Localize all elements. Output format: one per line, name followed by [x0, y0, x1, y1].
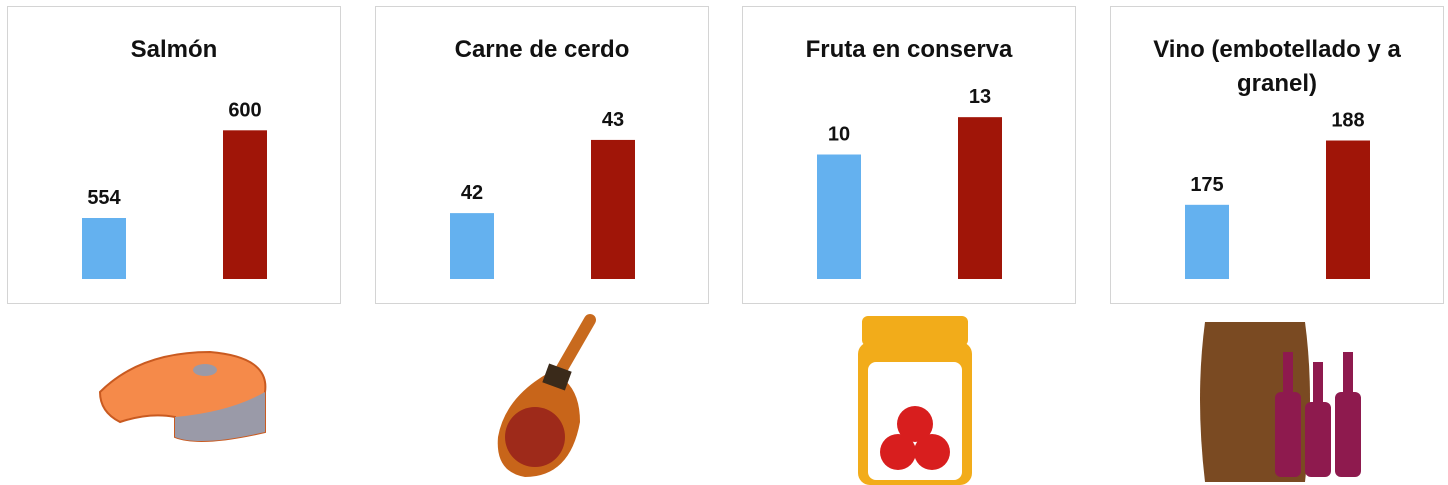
- bar: [1326, 141, 1370, 279]
- bar: [223, 130, 267, 279]
- data-label: 188: [1331, 110, 1364, 132]
- bar: [958, 117, 1002, 279]
- bar: [450, 213, 494, 279]
- jar-icon: [850, 312, 980, 485]
- bar: [817, 155, 861, 279]
- salmon-icon: [80, 312, 280, 482]
- chart: 554 600: [8, 7, 342, 305]
- ham-icon: [490, 312, 610, 482]
- bar: [82, 218, 126, 279]
- data-label: 13: [969, 86, 991, 108]
- page: Salmón554600Carne de cerdo4243Fruta en c…: [0, 0, 1448, 485]
- data-label: 600: [228, 99, 261, 121]
- chart: 175 188: [1111, 7, 1445, 305]
- wine-icon: [1195, 312, 1375, 485]
- data-label: 10: [828, 124, 850, 146]
- chart: 10 13: [743, 7, 1077, 305]
- bar: [591, 140, 635, 279]
- chart: 42 43: [376, 7, 710, 305]
- bar: [1185, 205, 1229, 279]
- data-label: 175: [1190, 174, 1223, 196]
- data-label: 42: [461, 182, 483, 204]
- data-label: 554: [87, 187, 121, 209]
- data-label: 43: [602, 109, 624, 131]
